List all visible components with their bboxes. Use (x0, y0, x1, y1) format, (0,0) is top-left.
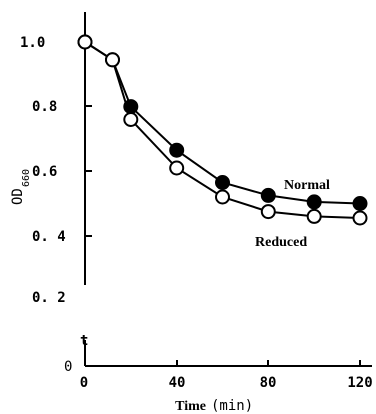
y-axis-subscript: 660 (21, 169, 32, 187)
x-tick-label-40: 40 (169, 375, 186, 391)
data-point-normal-4 (215, 175, 230, 190)
y-tick-marks (85, 41, 92, 237)
y-tick-label-5: 0. 2 (32, 290, 66, 306)
y-axis-title-group: OD 660 (10, 169, 32, 205)
x-tick-label-0: 0 (80, 375, 88, 391)
axis-break-mark: t (80, 333, 88, 349)
series-label-normal: Normal (284, 178, 330, 193)
x-tick-marks (176, 360, 361, 366)
y-zero-label: 0 (64, 359, 72, 375)
y-axis-title: OD (10, 188, 26, 205)
data-point-normal-7 (352, 196, 368, 211)
data-point-reduced-2 (123, 112, 139, 127)
series-line-reduced (84, 41, 361, 219)
data-point-reduced-6 (306, 208, 322, 224)
data-point-reduced-5 (260, 204, 276, 220)
data-point-normal-3 (169, 142, 185, 158)
x-tick-label-120: 120 (347, 375, 372, 391)
y-tick-label-2: 0.8 (32, 99, 57, 115)
data-point-normal-6 (306, 194, 322, 210)
data-point-normal-5 (260, 187, 276, 203)
data-point-reduced-4 (215, 189, 230, 205)
data-point-reduced-0 (77, 34, 93, 50)
y-tick-label-4: 0. 4 (32, 229, 66, 245)
y-tick-label-3: 0.6 (32, 164, 57, 180)
data-point-reduced-7 (352, 210, 368, 226)
data-point-reduced-3 (169, 160, 185, 176)
data-point-reduced-1 (105, 52, 120, 68)
y-tick-label-1: 1.0 (20, 35, 45, 51)
x-tick-label-80: 80 (260, 375, 277, 391)
x-axis-title: Time (175, 399, 206, 414)
series-label-reduced: Reduced (255, 235, 307, 250)
x-axis-unit: (min) (211, 398, 253, 414)
plot-area (77, 34, 368, 226)
data-point-normal-2 (123, 99, 139, 115)
